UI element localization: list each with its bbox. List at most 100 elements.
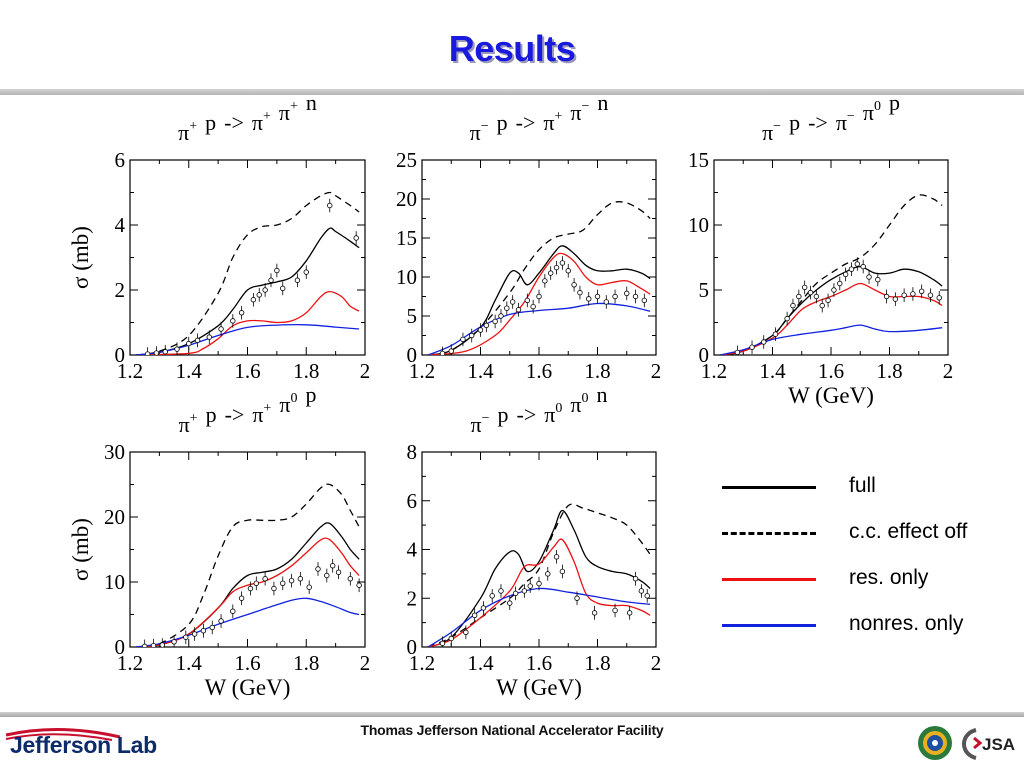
data-point [288,578,295,584]
y-tick-label: 0 [115,635,126,659]
y-axis-label: σ (mb) [68,226,93,289]
data-point [761,339,767,345]
data-point [801,284,808,291]
data-point [448,348,454,354]
data-point [515,307,522,313]
data-point [268,277,274,283]
chart-0: 1.2 1.4 1.6 1.8 2 0 2 4 6 π+ p -> π+ π+ n σ (mb) [68,90,370,383]
plot-frame [129,451,366,648]
data-point [527,583,533,589]
x-tick-label: 1.6 [234,651,260,675]
legend-line-full [722,486,816,489]
x-tick-label: 1.4 [467,359,494,383]
data-point [901,292,907,298]
y-tick-label: 4 [407,538,418,562]
x-tick-label: 1.6 [526,651,552,675]
data-point [191,631,198,637]
x-tick-label: 2 [651,359,662,383]
data-point [347,576,354,582]
doe-seal-icon [918,726,952,760]
data-point [819,302,825,309]
x-tick-label: 1.8 [876,359,902,383]
data-point [253,580,260,586]
x-tick-label: 2 [651,651,662,675]
plot-body [427,201,651,355]
data-point [825,297,831,304]
jsa-logo-text: JSA [982,735,1015,754]
legend-item-nonres-only: nonres. only [718,608,1018,638]
x-tick-label: 1.8 [293,359,319,383]
data-point [471,612,478,619]
series-nonres-only [427,587,651,647]
data-point [356,582,362,588]
x-tick-label: 1.2 [701,359,727,383]
data-point [632,293,639,300]
data-point [159,642,166,647]
data-point [632,576,639,582]
chart-2: 1.2 1.4 1.6 1.8 2 0 5 10 15 π− p -> π− π0 p W (GeV) [688,90,953,408]
legend-line-res-only [722,578,816,581]
legend-label-res-only: res. only [849,566,929,589]
data-point [542,278,548,284]
chart-4: 1.2 1.4 1.6 1.8 2 0 2 4 6 8 π− p -> π0 π0 n W (GeV) [407,382,662,700]
data-point [612,607,618,614]
series-full [719,265,943,355]
data-point [200,628,207,634]
data-point [262,576,268,582]
data-point [545,571,551,577]
data-point [548,270,554,276]
data-point [875,276,881,283]
data-point [860,263,866,270]
legend-item-cc-off: c.c. effect off [718,516,1018,546]
y-tick-label: 4 [115,213,126,237]
data-point [335,569,342,575]
x-tick-label: 1.8 [584,359,610,383]
series-nonres-only [427,302,651,355]
y-tick-label: 15 [688,148,709,172]
data-point [866,274,872,280]
data-point [439,640,446,647]
series-c-c-effect-off [719,194,943,355]
data-point [153,350,160,355]
series-full [427,509,651,647]
data-point [918,288,925,294]
header-divider [0,89,1024,95]
y-tick-label: 20 [104,505,125,529]
data-point [230,318,236,324]
y-tick-label: 30 [104,440,125,464]
plot-body [135,191,360,355]
data-point [262,287,268,293]
data-point [329,563,336,569]
y-tick-label: 6 [115,148,126,172]
y-tick-label: 0 [407,635,418,659]
x-tick-label: 2 [943,359,954,383]
data-point [507,600,513,606]
data-point [230,608,236,614]
data-point [256,292,262,298]
footer-facility-name: Thomas Jefferson National Accelerator Fa… [360,722,664,738]
data-point [250,297,257,303]
series-res-only [135,537,360,647]
data-point [439,350,446,355]
data-point [150,643,157,647]
data-point [209,624,215,631]
data-point [183,634,189,640]
y-tick-label: 5 [699,278,710,302]
y-tick-label: 5 [407,304,418,328]
data-point [553,554,560,560]
data-point [624,290,630,297]
y-tick-label: 25 [396,148,417,172]
data-point [807,289,814,296]
data-point [571,282,577,288]
y-tick-label: 20 [396,187,417,211]
y-tick-label: 2 [407,586,418,610]
data-point [483,322,490,329]
data-point [641,297,647,304]
x-axis-label: W (GeV) [788,383,874,408]
data-point [174,346,180,352]
data-point [883,293,890,300]
plot-frame [421,159,657,356]
data-point [574,595,580,601]
data-point [327,202,333,209]
legend-label-nonres-only: nonres. only [849,612,964,635]
